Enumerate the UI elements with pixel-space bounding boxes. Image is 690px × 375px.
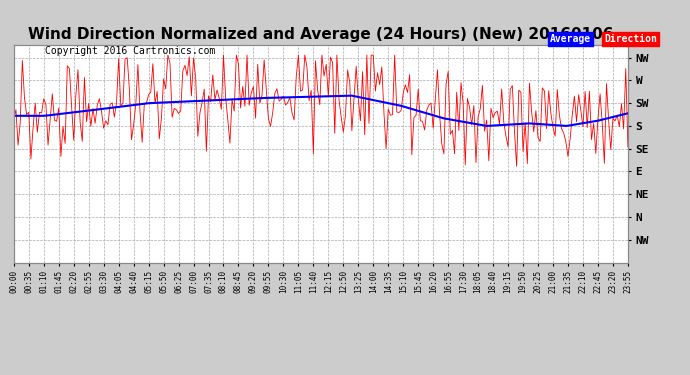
Text: Average: Average — [550, 34, 591, 44]
Text: Copyright 2016 Cartronics.com: Copyright 2016 Cartronics.com — [45, 46, 215, 56]
Title: Wind Direction Normalized and Average (24 Hours) (New) 20160106: Wind Direction Normalized and Average (2… — [28, 27, 613, 42]
Text: Direction: Direction — [604, 34, 658, 44]
